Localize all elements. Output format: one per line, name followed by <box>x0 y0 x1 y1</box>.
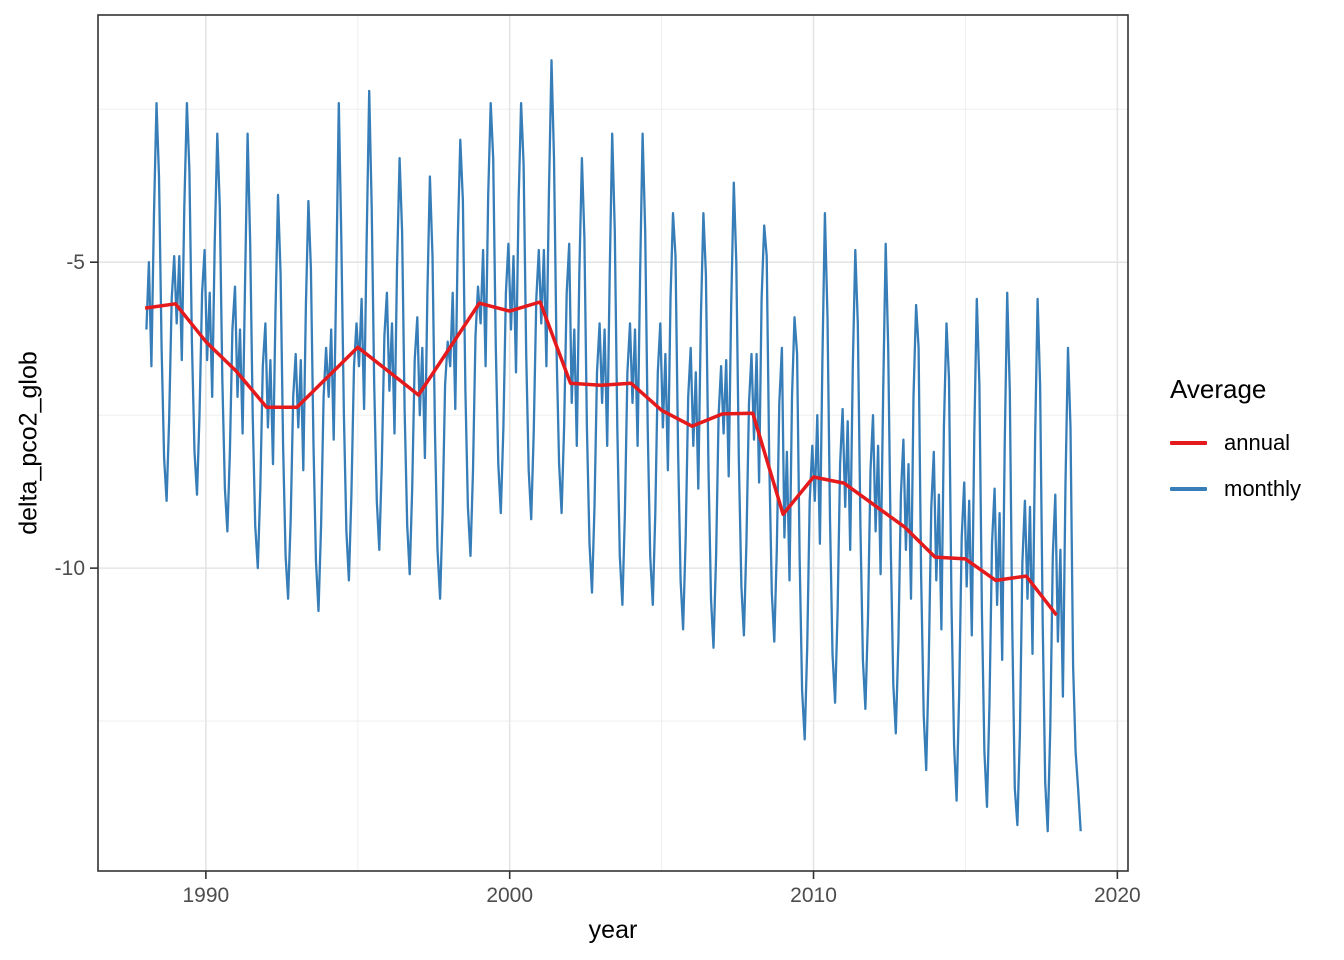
legend-title: Average <box>1170 374 1267 404</box>
x-tick-label: 2020 <box>1094 884 1141 907</box>
legend-label-monthly: monthly <box>1224 476 1302 501</box>
legend-key-annual-line <box>1170 441 1207 445</box>
legend: Average annual monthly <box>1170 374 1301 523</box>
x-axis-title: year <box>588 916 638 944</box>
y-axis-title: delta_pco2_glob <box>14 351 43 535</box>
legend-item-monthly: monthly <box>1170 477 1301 501</box>
axis-ticks: 1990 2000 2010 2020 -5 -10 <box>55 251 1141 907</box>
x-tick-label: 2000 <box>486 884 533 907</box>
series-lines <box>144 59 1082 833</box>
legend-key-monthly-line <box>1170 487 1207 491</box>
legend-item-annual: annual <box>1170 431 1301 455</box>
monthly-line <box>145 59 1082 833</box>
legend-label-annual: annual <box>1224 430 1291 455</box>
panel-border <box>97 14 1129 872</box>
x-tick-label: 2010 <box>790 884 837 907</box>
panel-border-rect <box>97 14 1129 872</box>
gridlines <box>98 15 1128 871</box>
y-tick-label: -10 <box>55 557 85 580</box>
annual-line <box>144 300 1058 617</box>
y-tick-label: -5 <box>66 251 85 274</box>
x-tick-label: 1990 <box>183 884 230 907</box>
